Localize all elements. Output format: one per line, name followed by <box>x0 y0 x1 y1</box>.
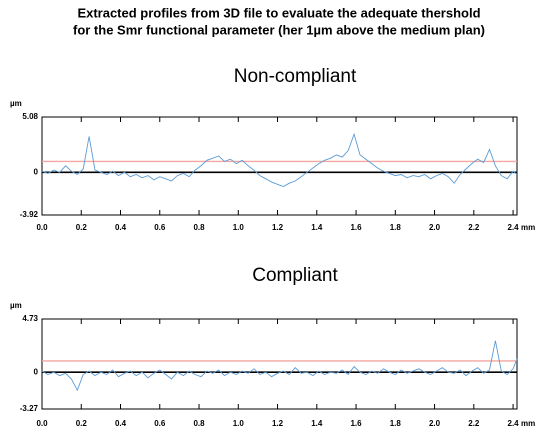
profile-line <box>41 340 518 392</box>
x-tick-label: 0.4 <box>115 419 127 428</box>
x-tick-label: 2.4 <box>508 223 520 232</box>
y-tick-label: -3.27 <box>20 404 39 413</box>
x-tick-label: 0.0 <box>36 419 48 428</box>
x-tick-label: 1.0 <box>233 419 245 428</box>
y-unit: µm <box>10 301 22 310</box>
title-line: Extracted profiles from 3D file to evalu… <box>77 5 480 20</box>
title-line: for the Smr functional parameter (her 1µ… <box>73 22 485 37</box>
x-tick-label: 2.4 <box>508 419 520 428</box>
x-tick-label: 1.8 <box>390 223 402 232</box>
y-tick-label: 0 <box>34 167 39 176</box>
chart-title: Compliant <box>252 265 338 286</box>
x-tick-label: 1.6 <box>350 419 362 428</box>
x-tick-label: 0.6 <box>154 223 166 232</box>
plot-area <box>41 116 518 216</box>
x-tick-label: 0.8 <box>193 419 205 428</box>
x-tick-label: 0.2 <box>76 223 88 232</box>
plot-area <box>41 318 518 410</box>
x-tick-label: 2.2 <box>468 223 480 232</box>
x-tick-label: 0.2 <box>76 419 88 428</box>
x-tick-label: 0.8 <box>193 223 205 232</box>
chart-title: Non-compliant <box>234 66 357 87</box>
x-tick-label: 1.4 <box>311 419 323 428</box>
x-tick-label: 1.2 <box>272 223 284 232</box>
x-unit: mm <box>521 223 535 232</box>
x-tick-label: 2.0 <box>429 419 441 428</box>
profile-line <box>41 132 518 187</box>
y-tick-label: -3.92 <box>20 210 39 219</box>
x-tick-label: 0.0 <box>36 223 48 232</box>
x-tick-label: 2.2 <box>468 419 480 428</box>
x-tick-label: 1.8 <box>390 419 402 428</box>
y-tick-label: 0 <box>34 367 39 376</box>
y-unit: µm <box>10 99 22 108</box>
x-tick-label: 0.6 <box>154 419 166 428</box>
x-tick-label: 1.0 <box>233 223 245 232</box>
x-tick-label: 1.2 <box>272 419 284 428</box>
y-tick-label: 4.73 <box>22 314 38 323</box>
y-tick-label: 5.08 <box>22 112 38 121</box>
x-unit: mm <box>521 419 535 428</box>
x-tick-label: 1.4 <box>311 223 323 232</box>
x-tick-label: 1.6 <box>350 223 362 232</box>
x-tick-label: 2.0 <box>429 223 441 232</box>
x-tick-label: 0.4 <box>115 223 127 232</box>
